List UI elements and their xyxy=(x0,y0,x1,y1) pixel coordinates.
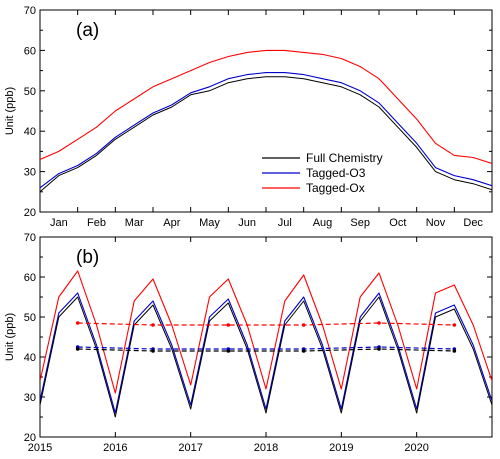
x-tick-label: May xyxy=(199,217,220,229)
series-line-tagged_o3 xyxy=(40,72,492,189)
x-tick-label: Feb xyxy=(87,217,106,229)
y-tick-label: 50 xyxy=(24,86,36,98)
x-tick-label: Oct xyxy=(389,217,406,229)
panel-a: 20 30 40 50 60 70 Jan Feb Mar Apr May Jun Jul Aug Sep O… xyxy=(4,5,493,229)
y-tick-label: 20 xyxy=(24,432,36,444)
panel-label: (b) xyxy=(76,247,99,268)
x-tick-label: 2020 xyxy=(404,442,428,454)
trend-point xyxy=(151,349,155,353)
series-line-full_chemistry xyxy=(40,76,492,193)
y-tick-label: 70 xyxy=(24,232,36,244)
x-tick-label: Mar xyxy=(125,217,144,229)
trend-line-tagged_o3 xyxy=(77,346,455,350)
series-line-tagged_ox xyxy=(40,49,492,165)
x-tick-label: Sep xyxy=(350,217,370,229)
x-tick-label: Jun xyxy=(238,217,256,229)
x-tick-label: Nov xyxy=(426,217,446,229)
y-tick-label: 30 xyxy=(24,392,36,404)
legend-label: Tagged-Ox xyxy=(306,181,365,195)
x-tick-label: 2018 xyxy=(254,442,278,454)
legend-label: Full Chemistry xyxy=(306,151,383,165)
y-tick-label: 60 xyxy=(24,45,36,57)
y-tick-label: 70 xyxy=(24,5,36,17)
y-tick-label: 50 xyxy=(24,312,36,324)
trend-point xyxy=(75,347,80,351)
series-line-tagged_ox xyxy=(40,270,492,394)
y-tick-label: 30 xyxy=(24,167,36,179)
trend-point xyxy=(301,323,306,327)
trend-point xyxy=(452,349,457,353)
series-line-full_chemistry xyxy=(40,296,492,418)
plot-frame xyxy=(39,9,493,213)
trend-point xyxy=(452,323,457,327)
trend-point xyxy=(377,347,381,351)
panel-b: 20 30 40 50 60 70 2015 2016 2017 2018 2019 2020 (b) U… xyxy=(4,232,493,454)
trend-point xyxy=(377,321,381,325)
trend-point xyxy=(151,323,155,327)
trend-point xyxy=(226,349,231,353)
trend-point xyxy=(226,323,231,327)
x-tick-label: 2015 xyxy=(28,442,52,454)
y-tick-label: 40 xyxy=(24,126,36,138)
trend-point xyxy=(75,321,80,325)
series-line-tagged_o3 xyxy=(40,292,492,414)
x-tick-label: 2019 xyxy=(329,442,353,454)
x-tick-label: Apr xyxy=(163,217,180,229)
y-tick-label: 20 xyxy=(24,207,36,219)
x-tick-label: Jul xyxy=(278,217,292,229)
x-tick-label: 2017 xyxy=(178,442,202,454)
trend-line-tagged_ox xyxy=(77,322,455,326)
panel-label: (a) xyxy=(76,20,99,41)
x-tick-label: Dec xyxy=(463,217,483,229)
trend-point xyxy=(301,349,306,353)
x-tick-label: Jan xyxy=(50,217,68,229)
x-tick-label: 2016 xyxy=(103,442,127,454)
y-tick-label: 40 xyxy=(24,352,36,364)
y-axis-title: Unit (ppb) xyxy=(4,313,16,361)
trend-line-full_chemistry xyxy=(77,348,455,352)
y-tick-label: 60 xyxy=(24,272,36,284)
plot-area xyxy=(40,49,492,193)
plot-area xyxy=(40,270,492,418)
y-axis-title: Unit (ppb) xyxy=(4,87,16,135)
x-tick-label: Aug xyxy=(313,217,333,229)
legend-label: Tagged-O3 xyxy=(306,166,366,180)
